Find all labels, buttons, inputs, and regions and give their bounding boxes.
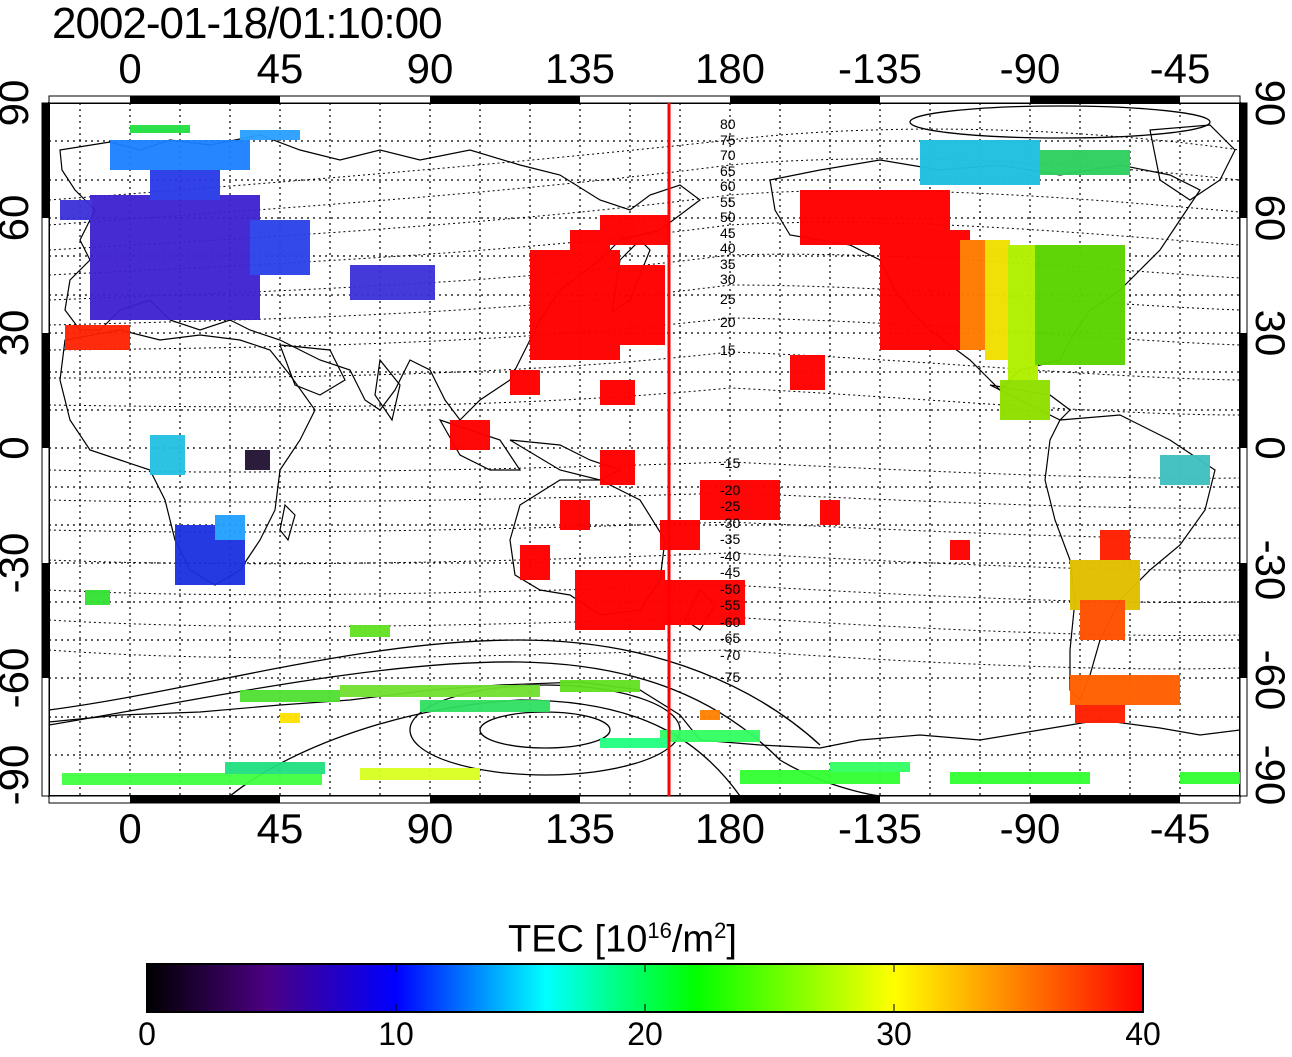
axis-bars [41,95,1248,804]
left-tick: -90 [0,744,37,806]
top-tick: 180 [694,45,766,92]
contour-label: -20 [720,481,741,498]
tec-europe [60,125,435,320]
colorbar-tick: 0 [138,1016,156,1052]
bottom-tick: -135 [837,805,923,852]
bottom-tick: 90 [406,805,454,852]
contour-label: 20 [720,314,736,330]
tec-north-america [800,140,1130,420]
contour-label: 70 [720,147,736,163]
contour-label: -45 [720,564,741,580]
top-tick: -135 [837,45,923,92]
colorbar-tick: 30 [876,1016,912,1052]
top-tick: 45 [256,45,304,92]
contour-label: 40 [720,240,736,256]
contour-label: 60 [720,178,736,194]
contour-label: -35 [720,531,741,547]
contour-label: 15 [720,341,736,358]
right-tick: -30 [1247,539,1292,601]
left-tick: -30 [0,532,37,594]
top-tick: -45 [1149,45,1211,92]
top-tick: 135 [544,45,616,92]
right-tick: 0 [1247,436,1292,460]
contour-label: -75 [720,669,741,685]
tec-africa [65,325,270,605]
bottom-tick: -90 [999,805,1061,852]
contour-label: -60 [720,613,741,630]
right-tick: -60 [1247,649,1292,711]
left-tick: 60 [0,194,37,242]
contour-label: 75 [720,131,736,148]
contour-label: 30 [720,271,736,287]
contour-labels-south: -15 -20 -25 -30 -35 -40 -45 -50 -55 -60 … [720,455,780,686]
tec-east-asia [450,215,840,630]
contour-label: -40 [720,547,741,564]
contour-label: 35 [720,255,736,272]
right-tick: 30 [1247,309,1292,357]
contour-label: -65 [720,630,741,646]
bottom-tick: 45 [256,805,304,852]
contour-label: -50 [720,580,741,597]
contour-label: 50 [720,209,736,225]
top-tick: 0 [118,45,142,92]
left-tick: 0 [0,418,37,478]
colorbar-tick: 40 [1125,1016,1161,1052]
contour-label: 65 [720,162,736,179]
left-tick: 90 [0,79,37,127]
contour-label: -55 [720,597,741,613]
bottom-tick: 180 [694,805,766,852]
contour-label: 80 [720,116,736,132]
contour-label: -30 [720,514,741,531]
contour-label: 55 [720,193,736,210]
contour-label: 45 [720,224,736,241]
right-tick: 90 [1247,79,1292,127]
colorbar-tick: 10 [378,1016,414,1052]
tec-south-america [950,455,1210,723]
contour-labels-north: 80 75 70 65 60 55 50 45 40 35 30 25 20 1… [720,116,780,358]
right-tick: -90 [1247,744,1292,806]
contour-label: -70 [720,646,741,663]
left-tick: 30 [0,309,37,357]
bottom-tick: -45 [1149,805,1211,852]
contour-label: -15 [720,455,741,471]
tec-antarctica [62,625,1240,785]
map-title: 2002-01-18/01:10:00 [52,0,443,48]
right-tick: 60 [1247,194,1292,242]
bottom-tick: 135 [544,805,616,852]
top-tick: -90 [999,45,1061,92]
left-tick: -60 [0,647,37,709]
colorbar-label: TEC [1016/m2] [508,918,737,961]
top-tick: 90 [406,45,454,92]
colorbar-tick: 20 [627,1016,663,1052]
bottom-tick: 0 [118,805,142,852]
contour-label: 25 [720,290,736,307]
colorbar-ticks [146,964,1144,1012]
contour-label: -25 [720,498,741,514]
